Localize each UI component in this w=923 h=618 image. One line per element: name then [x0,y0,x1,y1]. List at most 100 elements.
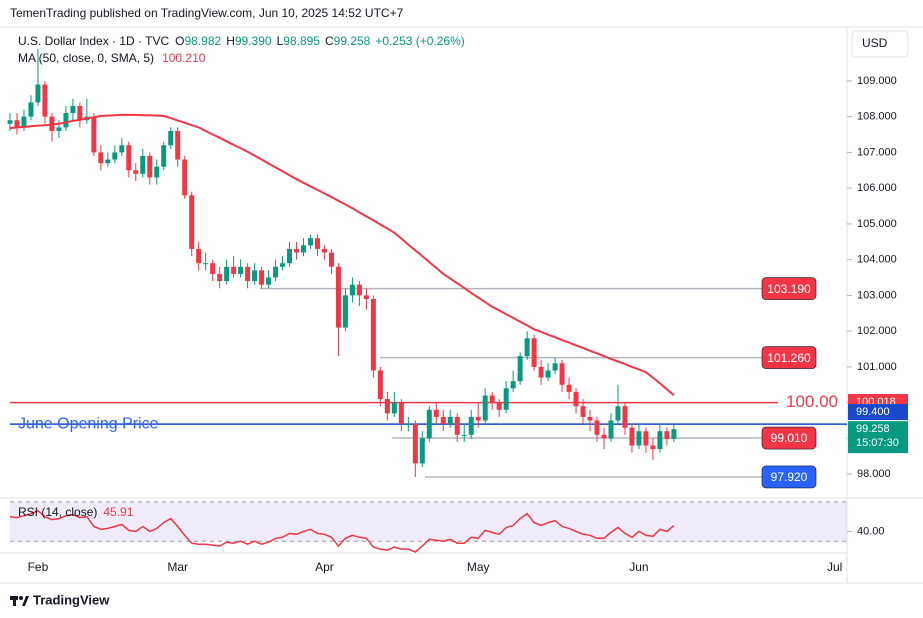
candle-body [245,266,251,282]
candle-body [426,409,432,439]
candle-body [405,424,411,426]
candle-body [238,266,244,274]
axis-badge-label: 99.400 [856,406,890,418]
round-level-label: 100.00 [786,392,838,411]
candle-body [503,388,509,410]
ma-name: MA (50, close, 0, SMA, 5) [18,51,154,65]
candle-body [321,248,327,253]
candle-body [349,284,355,296]
rsi-name: RSI (14, close) [18,505,97,519]
candle-body [63,113,69,128]
candle-body [650,445,656,450]
y-tick-label: 107.000 [857,146,897,158]
candle-body [601,434,607,439]
candle-body [140,155,146,174]
candle-body [356,284,362,296]
candle-body [629,427,635,446]
rsi-value: 45.91 [103,505,133,519]
candle-body [217,273,223,282]
candle-body [287,248,293,264]
y-tick-label: 101.000 [857,361,897,373]
candle-body [21,116,27,128]
candle-body [342,295,348,328]
candle-body [42,84,48,117]
candle-body [384,399,390,414]
candle-body [147,155,153,178]
candle-body [35,84,41,103]
candle-body [510,381,516,389]
countdown: 15:07:30 [856,437,899,449]
candle-body [475,416,481,421]
candle-body [419,438,425,464]
candle-body [573,391,579,407]
candle-body [489,395,495,403]
candle-body [98,152,104,164]
candle-body [182,159,188,196]
candle-body [559,363,565,385]
candle-body [91,116,97,153]
candle-body [259,270,265,285]
candle-body [126,145,132,171]
level-badge [761,277,817,300]
y-tick-label: 102.000 [857,325,897,337]
candle-body [391,402,397,414]
candle-body [307,238,313,246]
candle-body [7,120,13,124]
legend-line: RSI (14, close) 45.91 [18,505,134,519]
candle-body [433,409,439,417]
legend-line: MA (50, close, 0, SMA, 5) 100.210 [18,51,206,65]
currency-button[interactable] [851,30,909,58]
level-badge [761,346,817,369]
candle-body [538,366,544,378]
candle-body [496,402,502,410]
candle-body [328,252,334,267]
legend-value: 99.390 [235,34,272,48]
y-tick-label: 108.000 [857,111,897,123]
level-label: 101.260 [767,351,811,365]
candle-body [566,384,572,392]
candle-body [280,263,286,267]
x-tick-label: Feb [28,560,49,574]
legend-value: 98.982 [185,34,222,48]
y-tick-label: 103.000 [857,289,897,301]
level-badge [761,426,817,450]
candle-body [664,431,670,440]
x-tick-label: May [467,560,490,574]
candle-body [266,277,272,285]
candle-body [224,266,230,282]
legend-key: H [226,34,235,48]
y-tick-label: 106.000 [857,182,897,194]
candle-body [545,370,551,378]
last-price-badge [848,421,908,454]
june-open-label: June Opening Price [18,415,159,432]
legend-title: U.S. Dollar Index · 1D · TVC [18,34,169,48]
candle-body [189,195,195,249]
candle-body [175,130,181,160]
legend-change: +0.253 (+0.26%) [375,34,464,48]
last-price-label: 99.258 [856,423,890,435]
candle-body [517,356,523,382]
legend-key: O [175,34,184,48]
candle-body [580,406,586,417]
candle-body [77,105,83,121]
candle-body [70,105,76,114]
level-label: 97.920 [771,470,808,484]
y-tick-label: 40.00 [857,525,885,537]
candle-body [615,406,621,421]
level-label: 103.190 [767,282,811,296]
candle-body [412,424,418,464]
candle-body [447,416,453,425]
candle-body [112,152,118,160]
candle-body [168,130,174,146]
candle-body [14,120,20,128]
candle-body [119,145,125,153]
y-tick-label: 104.000 [857,254,897,266]
candle-body [531,338,537,367]
candle-body [28,102,34,117]
candle-body [482,395,488,421]
currency[interactable]: USD [862,36,888,50]
candle-body [314,238,320,249]
candle-body [210,263,216,274]
x-tick-label: Apr [315,560,334,574]
